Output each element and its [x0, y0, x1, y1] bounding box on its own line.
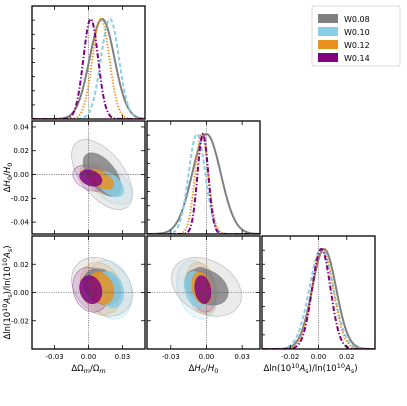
x-tick-label-h0: 0.03: [234, 353, 250, 361]
panel-2d-om-as: [31, 235, 146, 350]
contour-1sigma-W0.14: [79, 275, 103, 304]
y-tick-label-h0: 0.02: [13, 147, 29, 155]
legend-label-W0.14: W0.14: [344, 54, 370, 63]
legend-swatch-W0.12: [318, 40, 338, 49]
marginal-curve-om-W0.10: [32, 18, 145, 119]
x-tick-label-h0: 0.00: [199, 353, 215, 361]
panel-1d-om: [31, 5, 146, 120]
legend-label-W0.12: W0.12: [344, 41, 370, 50]
y-tick-label-h0: 0.00: [13, 171, 29, 179]
x-tick-label-om: -0.03: [46, 353, 64, 361]
x-tick-label-h0: -0.03: [162, 353, 180, 361]
x-tick-label-om: 0.00: [81, 353, 97, 361]
legend-label-W0.10: W0.10: [344, 28, 370, 37]
panel-1d-as: [261, 235, 376, 350]
marginal-curve-h0-W0.10: [147, 132, 260, 234]
x-axis-label-om: ΔΩm/Ωm: [71, 364, 105, 375]
contour-1sigma-W0.14: [79, 169, 103, 187]
y-tick-label-h0: -0.04: [11, 219, 30, 227]
marginal-curve-h0-W0.12: [147, 133, 260, 234]
x-tick-label-as: 0.02: [339, 353, 355, 361]
x-tick-label-as: 0.00: [311, 353, 327, 361]
marginal-curve-h0-W0.08: [147, 132, 260, 234]
legend: W0.08 W0.10 W0.12 W0.14: [311, 5, 401, 67]
y-tick-label-as: 0.02: [13, 261, 29, 269]
panel-2d-om-h0: [31, 120, 146, 235]
y-axis-label-as: Δln(1010As)/ln(1010As): [1, 245, 14, 339]
legend-swatch-W0.08: [318, 14, 338, 23]
legend-label-W0.08: W0.08: [344, 15, 370, 24]
x-axis-label-h0: ΔH0/H0: [189, 364, 219, 375]
y-tick-label-as: 0.00: [13, 289, 29, 297]
y-tick-label-as: -0.02: [11, 317, 29, 325]
y-tick-label-h0: -0.02: [11, 195, 29, 203]
x-tick-label-as: -0.02: [281, 353, 299, 361]
marginal-curve-om-W0.14: [32, 17, 145, 119]
panel-1d-h0: [146, 120, 261, 235]
contour-1sigma-W0.14: [194, 275, 212, 304]
panel-2d-h0-as: [146, 235, 261, 350]
x-tick-label-om: 0.03: [115, 353, 131, 361]
y-tick-label-h0: 0.04: [13, 123, 29, 131]
legend-swatch-W0.10: [318, 27, 338, 36]
x-axis-label-as: Δln(1010As)/ln(1010As): [263, 362, 357, 375]
legend-swatch-W0.14: [318, 53, 338, 62]
marginal-curve-h0-W0.14: [147, 132, 260, 234]
y-axis-label-h0: ΔH0/H0: [3, 163, 14, 193]
